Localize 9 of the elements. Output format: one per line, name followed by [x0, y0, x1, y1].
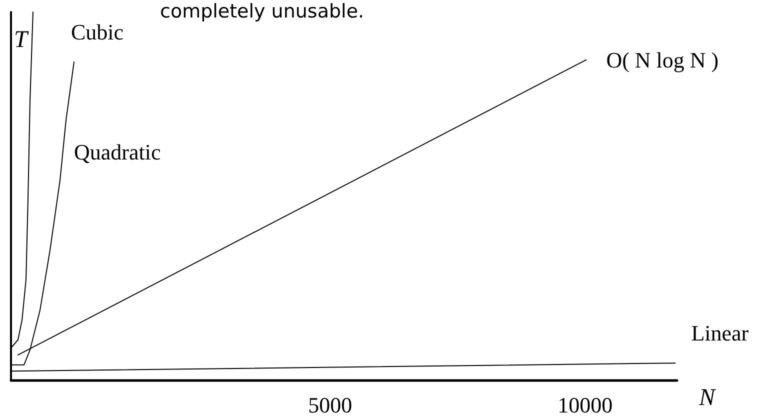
annotation: completely unusable.: [160, 0, 364, 22]
series-label: O( N log N ): [606, 47, 719, 72]
x-tick-label: 5000: [308, 392, 352, 418]
y-axis-title: T: [14, 27, 29, 53]
series-label: Linear: [691, 320, 750, 346]
series-label: Cubic: [70, 20, 124, 44]
series-label: Quadratic: [74, 140, 161, 165]
x-tick-label: 10000: [558, 392, 613, 418]
x-axis-title: N: [698, 385, 717, 411]
